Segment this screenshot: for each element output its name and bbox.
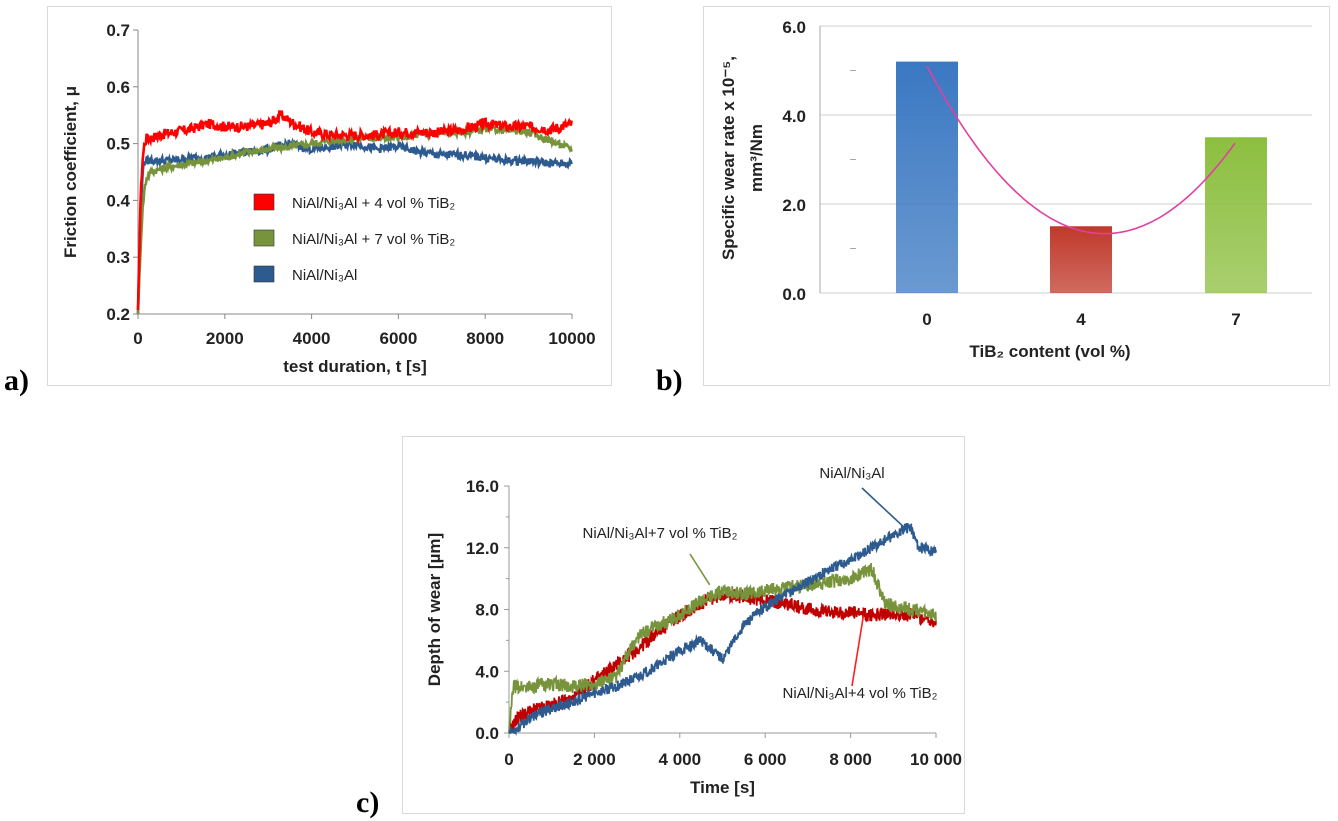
- y-tick-label: 0.4: [106, 191, 130, 210]
- trendline: [926, 65, 1236, 235]
- legend-label-1: NiAl/Ni₃Al + 7 vol % TiB₂: [292, 231, 455, 248]
- y-tick-label: 0.5: [106, 135, 130, 154]
- x-tick-label: 8 000: [829, 750, 872, 769]
- series-line-0: [136, 110, 573, 311]
- x-tick-label: 6 000: [744, 750, 787, 769]
- y-axis-label-line2: mm³/Nm: [747, 124, 766, 192]
- bar-4: [1050, 226, 1112, 293]
- annotation-1: NiAl/Ni₃Al+7 vol % TiB₂: [583, 525, 738, 542]
- panel-a-letter: a): [4, 364, 29, 397]
- y-tick-label: 4.0: [782, 107, 806, 126]
- y-tick-label: 2.0: [782, 196, 806, 215]
- bar-0: [896, 61, 958, 293]
- legend-swatch-1: [253, 229, 275, 247]
- y-tick-label: 16.0: [466, 477, 499, 496]
- panel-c-letter: c): [356, 786, 380, 819]
- x-tick-label: 0: [504, 750, 513, 769]
- x-tick-label: 2000: [206, 329, 244, 348]
- y-tick-label: 8.0: [475, 601, 499, 620]
- y-tick-label: 0.0: [475, 724, 499, 743]
- legend-swatch-0: [253, 193, 275, 211]
- annotation-2: NiAl/Ni₃Al+4 vol % TiB₂: [783, 685, 938, 702]
- annotation-0: NiAl/Ni₃Al: [819, 465, 884, 482]
- y-tick-label: 6.0: [782, 18, 806, 37]
- y-tick-label: 12.0: [466, 539, 499, 558]
- x-tick-label: 4000: [293, 329, 331, 348]
- y-axis-label-line1: Specific wear rate x 10⁻⁵,: [719, 56, 738, 260]
- x-tick-label: 4 000: [659, 750, 702, 769]
- x-tick-label: 7: [1231, 310, 1240, 329]
- y-tick-label: 4.0: [475, 662, 499, 681]
- panel-c-frame: [402, 436, 965, 814]
- y-tick-label: 0.3: [106, 248, 130, 267]
- series-line-0: [508, 523, 937, 736]
- y-tick-label: 0.0: [782, 285, 806, 304]
- x-tick-label: 4: [1076, 310, 1086, 329]
- panel-b-letter: b): [656, 364, 683, 397]
- x-tick-label: 2 000: [573, 750, 616, 769]
- x-tick-label: 10000: [548, 329, 595, 348]
- x-tick-label: 10 000: [910, 750, 962, 769]
- x-tick-label: 0: [922, 310, 931, 329]
- annotation-arrow-1: [689, 553, 711, 586]
- series-line-1: [508, 563, 937, 734]
- x-axis-label: Time [s]: [690, 778, 755, 797]
- y-tick-label: 0.2: [106, 305, 130, 324]
- legend-label-0: NiAl/Ni₃Al + 4 vol % TiB₂: [292, 195, 455, 212]
- legend-swatch-2: [253, 265, 275, 283]
- x-tick-label: 6000: [379, 329, 417, 348]
- y-axis-label: Depth of wear [µm]: [425, 533, 444, 686]
- x-axis-label: test duration, t [s]: [283, 357, 427, 376]
- y-axis-label: Friction coefficient, μ: [61, 86, 80, 258]
- x-tick-label: 0: [133, 329, 142, 348]
- x-axis-label: TiB₂ content (vol %): [969, 342, 1130, 361]
- x-tick-label: 8000: [466, 329, 504, 348]
- y-tick-label: 0.7: [106, 21, 130, 40]
- y-tick-label: 0.6: [106, 78, 130, 97]
- annotation-arrow-0: [861, 487, 907, 530]
- annotation-arrow-2: [851, 615, 865, 687]
- legend-label-2: NiAl/Ni₃Al: [292, 267, 357, 284]
- bar-7: [1205, 137, 1267, 293]
